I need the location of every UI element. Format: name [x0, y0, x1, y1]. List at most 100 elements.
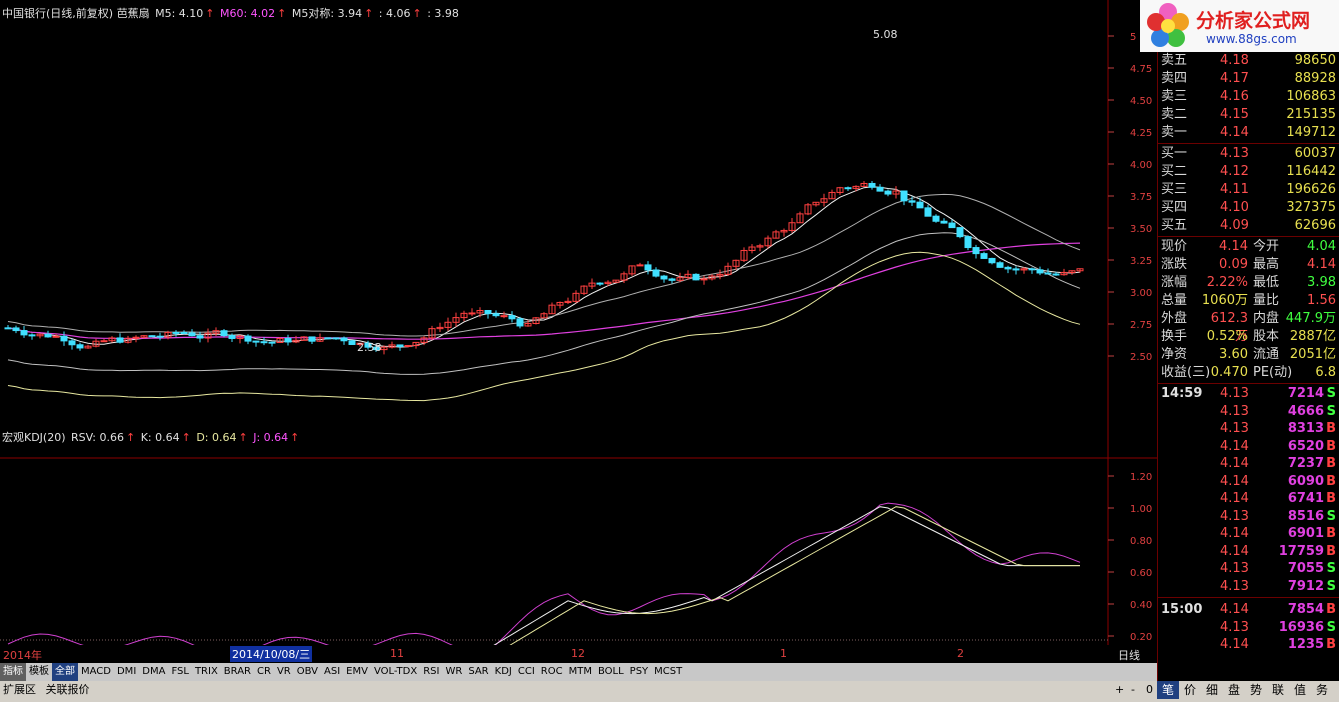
quote-value-2: 2887亿	[1289, 329, 1336, 344]
quote-label-2: 最低	[1253, 275, 1280, 290]
candle-body	[1004, 266, 1012, 270]
kline-chart[interactable]: 5 4.75 4.50 4.25 4.00 3.75 3.50 3.25 3.00 2.75 2.5…	[0, 0, 1157, 662]
buy-row: 买五 4.09 62696	[1158, 217, 1339, 235]
indicator-tab-obv[interactable]: OBV	[296, 666, 318, 677]
reset-button[interactable]: 0	[1146, 683, 1153, 696]
indicator-tab-sar[interactable]: SAR	[468, 666, 489, 677]
indicator-tab-模板[interactable]: 模板	[29, 666, 49, 677]
indicator-tab-dma[interactable]: DMA	[142, 666, 166, 677]
d-line	[8, 506, 1080, 653]
indicator-tab-指标[interactable]: 指标	[0, 663, 26, 681]
buy-label: 买三	[1161, 182, 1188, 197]
indicator-tab-cr[interactable]: CR	[257, 666, 271, 677]
tick-row: 4.13 8516 S	[1158, 508, 1339, 526]
tick-volume: 6520	[1287, 438, 1324, 454]
candle-body	[908, 200, 916, 203]
indicator-tab-vol-tdx[interactable]: VOL-TDX	[373, 666, 418, 677]
chart-title: 中国银行(日线,前复权) 芭蕉扇	[2, 7, 150, 20]
quote-panel: 卖五 4.18 98650 卖四 4.17 88928 卖三 4.16 106863 卖二 4.15…	[1157, 52, 1339, 702]
candle-body	[332, 337, 340, 340]
tick-price: 4.13	[1220, 386, 1249, 401]
quote-value: 2.22%	[1206, 275, 1248, 290]
indicator-tab-wr[interactable]: WR	[445, 666, 463, 677]
price-tick-label: 3.75	[1130, 192, 1152, 203]
sell-label: 卖五	[1161, 53, 1188, 68]
logo-url: www.88gs.com	[1206, 32, 1297, 46]
zoom-out-button[interactable]: -	[1131, 683, 1135, 696]
candle-body	[252, 340, 260, 343]
indicator-tab-vr[interactable]: VR	[276, 666, 291, 677]
tick-price: 4.13	[1220, 561, 1249, 576]
month-12-label: 12	[571, 647, 585, 660]
indicator-tab-fsl[interactable]: FSL	[171, 666, 189, 677]
indicator-tab-kdj[interactable]: KDJ	[494, 666, 512, 677]
indicator-tab-macd[interactable]: MACD	[81, 666, 111, 677]
indicator-tab-mtm[interactable]: MTM	[568, 666, 592, 677]
indicator-tab-全部[interactable]: 全部	[52, 663, 78, 681]
candle-body	[756, 245, 764, 248]
sell-volume: 88928	[1294, 71, 1336, 86]
candle-body	[428, 328, 436, 339]
indicator-tab-trix[interactable]: TRIX	[194, 666, 218, 677]
tick-price: 4.14	[1220, 526, 1249, 541]
tick-price: 4.14	[1220, 491, 1249, 506]
sell-price: 4.14	[1220, 125, 1249, 140]
candle-body	[612, 279, 620, 283]
panel-tab-6[interactable]: 值	[1293, 683, 1306, 697]
panel-tab-1[interactable]: 价	[1183, 683, 1196, 697]
indicator-tab-psy[interactable]: PSY	[629, 666, 649, 677]
panel-tab-0[interactable]: 笔	[1157, 681, 1179, 699]
candle-body	[436, 326, 444, 330]
quote-row: 换手 0.52% 股本 2887亿	[1158, 328, 1339, 346]
indicator-tab-brar[interactable]: BRAR	[223, 666, 251, 677]
sell-label: 卖一	[1161, 125, 1188, 140]
quote-value-2: 4.04	[1307, 239, 1336, 254]
candle-body	[12, 327, 20, 332]
candle-body	[444, 321, 452, 328]
ma5-line	[7, 186, 1081, 348]
quote-value-2: 3.98	[1307, 275, 1336, 290]
panel-tab-7[interactable]: 务	[1315, 683, 1328, 697]
quote-label: 外盘	[1161, 311, 1188, 326]
buy-label: 买二	[1161, 164, 1188, 179]
indicator-tab-emv[interactable]: EMV	[346, 666, 368, 677]
k-value: K: 0.64	[140, 431, 180, 444]
indicator-tab-boll[interactable]: BOLL	[597, 666, 624, 677]
candle-body	[420, 337, 428, 343]
panel-tab-4[interactable]: 势	[1249, 683, 1262, 697]
related-quote-button[interactable]: 关联报价	[45, 683, 90, 696]
zoom-in-button[interactable]: +	[1115, 683, 1125, 696]
buy-volume: 327375	[1286, 200, 1336, 215]
candle-body	[268, 341, 276, 344]
panel-tab-2[interactable]: 细	[1205, 683, 1218, 697]
buy-row: 买一 4.13 60037	[1158, 145, 1339, 163]
quote-value-2: 4.14	[1307, 257, 1336, 272]
quote-label: 涨跌	[1161, 257, 1188, 272]
sell-volume: 106863	[1286, 89, 1336, 104]
tick-volume: 1235	[1287, 637, 1324, 652]
panel-tab-5[interactable]: 联	[1271, 683, 1284, 697]
panel-tab-3[interactable]: 盘	[1227, 683, 1240, 697]
candle-body	[452, 317, 460, 323]
candle-body	[916, 201, 924, 209]
period-label[interactable]: 日线	[1118, 649, 1140, 662]
expand-area-button[interactable]: 扩展区	[3, 683, 36, 696]
tick-direction: B	[1326, 438, 1336, 454]
candle-body	[516, 318, 524, 327]
indicator-tab-mcst[interactable]: MCST	[654, 666, 683, 677]
sell-row: 卖四 4.17 88928	[1158, 70, 1339, 88]
indicator-tab-roc[interactable]: ROC	[540, 666, 563, 677]
indicator-tab-rsi[interactable]: RSI	[423, 666, 440, 677]
quote-label-2: 内盘	[1253, 311, 1280, 326]
candle-body	[172, 331, 180, 334]
sell-row: 卖二 4.15 215135	[1158, 106, 1339, 124]
indicator-tab-dmi[interactable]: DMI	[116, 666, 137, 677]
sell-label: 卖四	[1161, 71, 1188, 86]
quote-label: 换手	[1161, 329, 1188, 344]
sell-label: 卖三	[1161, 89, 1188, 104]
candle-body	[76, 344, 84, 349]
indicator-tab-asi[interactable]: ASI	[324, 666, 341, 677]
chart-area[interactable]: 5 4.75 4.50 4.25 4.00 3.75 3.50 3.25 3.00 2.75 2.5…	[0, 0, 1157, 662]
indicator-tab-cci[interactable]: CCI	[517, 666, 535, 677]
candle-body	[132, 336, 140, 339]
